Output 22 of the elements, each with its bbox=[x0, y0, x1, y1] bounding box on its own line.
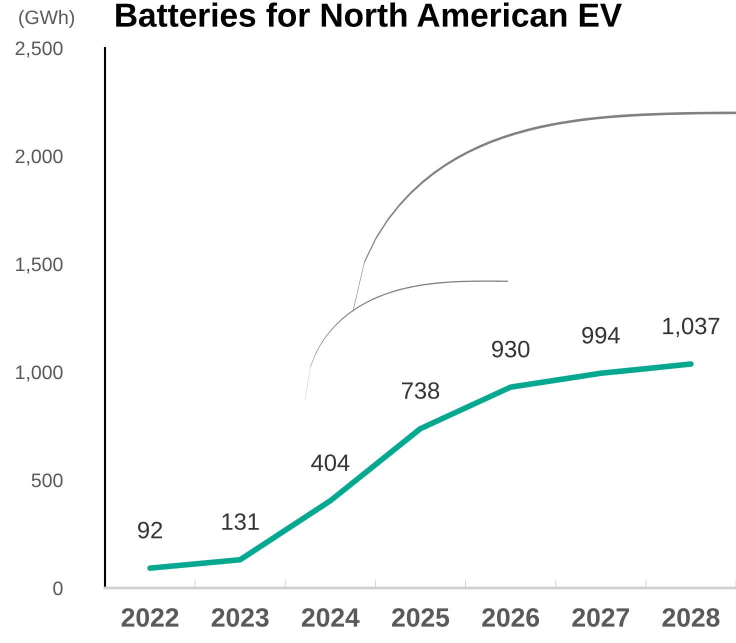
y-tick-label: 2,500 bbox=[16, 41, 63, 58]
y-tick-label: 2,000 bbox=[16, 149, 63, 166]
text: 1,037 bbox=[663, 318, 720, 338]
y-tick-label: 1,500 bbox=[16, 257, 63, 274]
x-tick-label: 2028 bbox=[662, 608, 720, 627]
y-tick-label: 1,000 bbox=[16, 365, 63, 382]
text: 930 bbox=[492, 340, 530, 358]
x-tick-label: 2023 bbox=[212, 608, 269, 627]
y-tick-label: 500 bbox=[32, 473, 63, 488]
chart-title: Batteries for North American EV bbox=[116, 2, 622, 27]
x-tick-label: 2024 bbox=[302, 608, 360, 627]
x-tick-label: 2025 bbox=[392, 608, 450, 627]
y-axis-title: (GWh) bbox=[19, 10, 74, 28]
x-tick-label: 2022 bbox=[122, 608, 178, 627]
text: 131 bbox=[222, 513, 259, 530]
x-tick-label: 2027 bbox=[572, 608, 629, 627]
text: 92 bbox=[138, 522, 162, 538]
x-tick-label: 2026 bbox=[482, 608, 540, 627]
text: 404 bbox=[311, 454, 350, 472]
y-tick-label: 0 bbox=[53, 581, 63, 596]
text: 738 bbox=[402, 382, 440, 399]
text: 994 bbox=[582, 326, 620, 344]
